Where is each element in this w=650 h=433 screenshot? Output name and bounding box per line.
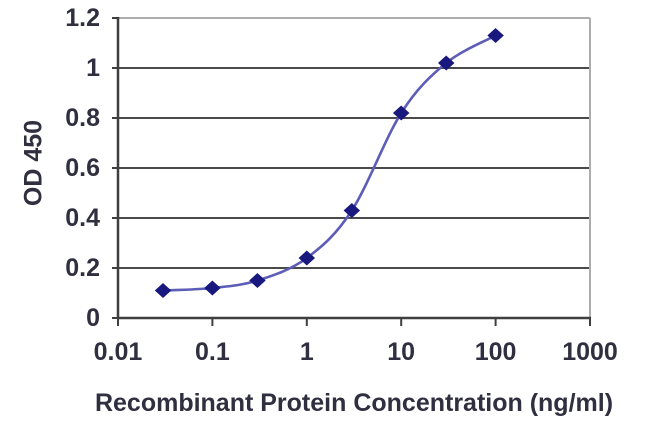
x-axis-title: Recombinant Protein Concentration (ng/ml…: [94, 389, 614, 417]
y-tick-label: 1.2: [65, 4, 100, 32]
x-tick-label: 100: [474, 338, 517, 366]
data-point-marker: [298, 250, 316, 266]
data-point-marker: [343, 203, 361, 218]
data-point-marker: [392, 105, 410, 121]
x-tick-label: 0.01: [93, 338, 143, 366]
y-tick-label: 0.6: [65, 154, 100, 182]
y-tick-label: 0.4: [65, 204, 100, 232]
x-tick-label: 1: [299, 338, 314, 366]
x-tick-label: 1000: [562, 338, 618, 366]
y-tick-label: 1: [86, 54, 100, 82]
x-tick-label: 0.1: [195, 338, 230, 366]
data-point-marker: [437, 55, 455, 71]
data-point-marker: [154, 283, 172, 298]
x-tick-label: 10: [387, 338, 416, 366]
y-axis-title: OD 450: [19, 119, 48, 207]
y-tick-label: 0.8: [65, 104, 100, 132]
series-curve: [162, 34, 497, 292]
data-point-marker: [249, 273, 266, 288]
data-point-marker: [204, 280, 221, 296]
data-point-marker: [487, 28, 504, 43]
y-tick-label: 0: [86, 304, 100, 332]
y-tick-label: 0.2: [65, 254, 100, 282]
